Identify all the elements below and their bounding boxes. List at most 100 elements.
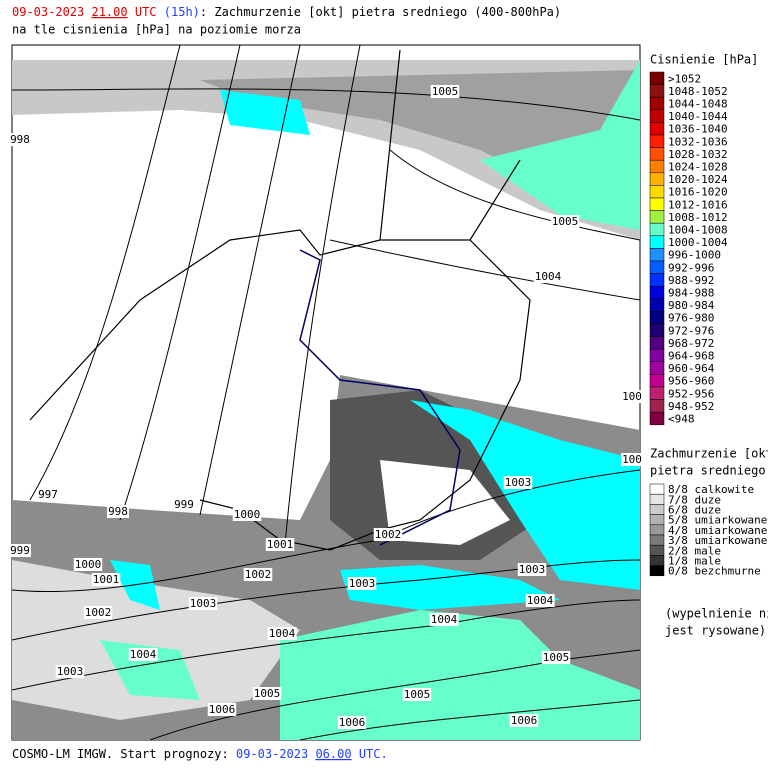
cloud-swatch xyxy=(649,493,665,505)
forecast-date: 09-03-2023 xyxy=(12,5,84,19)
cloud-swatch xyxy=(649,504,665,515)
isobar-label-bg xyxy=(9,544,31,557)
isobar-label: 1003 xyxy=(190,597,217,610)
isobar-label: 1002 xyxy=(375,528,402,541)
cloud-legend-label: 5/8 umiarkowane xyxy=(668,514,767,527)
isobar-label-bg xyxy=(207,703,237,716)
pressure-legend-label: 948-952 xyxy=(668,400,714,413)
pressure-legend-label: 980-984 xyxy=(668,299,715,312)
description: : Zachmurzenie [okt] pietra sredniego (4… xyxy=(200,5,561,19)
pressure-legend-label: 956-960 xyxy=(668,375,714,388)
pressure-swatch xyxy=(649,222,665,237)
isobar-label-bg xyxy=(265,538,295,551)
isobar xyxy=(11,88,641,121)
isobar-label-bg xyxy=(402,688,432,701)
pressure-swatch xyxy=(649,273,665,287)
cloud-area xyxy=(380,460,510,545)
pressure-swatch xyxy=(649,260,665,274)
isobar xyxy=(199,44,301,516)
pressure-swatch xyxy=(649,348,665,363)
isobar-label-bg xyxy=(9,133,31,146)
isobar-label-bg xyxy=(37,488,59,501)
pressure-legend-label: 988-992 xyxy=(668,274,714,287)
isobar-label-bg xyxy=(541,651,571,664)
pressure-swatch xyxy=(649,361,665,375)
isobar-label-bg xyxy=(83,606,113,619)
forecast-zone: UTC xyxy=(135,5,157,19)
pressure-swatch xyxy=(649,210,665,224)
cloud-legend-label: 2/8 male xyxy=(668,544,721,557)
pressure-swatch xyxy=(649,122,665,136)
pressure-legend-label: >1052 xyxy=(668,72,701,85)
isobar-label: 1004 xyxy=(269,627,296,640)
isobar xyxy=(329,239,641,301)
isobar-label-bg xyxy=(337,716,367,729)
pressure-area-1004-1008 xyxy=(480,60,640,230)
isobar-label: 998 xyxy=(108,505,128,518)
header-line2: na tle cisnienia [hPa] na poziomie morza xyxy=(12,23,301,37)
isobar-label: 1000 xyxy=(75,558,102,571)
pressure-legend-label: 1024-1028 xyxy=(668,161,728,174)
isobars xyxy=(11,44,641,741)
isobar-label: 1003 xyxy=(349,577,376,590)
isobar-label: 1001 xyxy=(93,573,120,586)
map: 1005 1005 1004 1003 1002 1000 999 998 997 1001 100… xyxy=(9,44,643,741)
cloud-swatch xyxy=(649,555,665,566)
footer: COSMO-LM IMGW. Start prognozy: 09-03-202… xyxy=(12,747,388,761)
isobar-label: 999 xyxy=(10,544,30,557)
pressure-swatch xyxy=(649,235,665,249)
isobar-label: 1005 xyxy=(254,687,281,700)
isobar-label: 1003 xyxy=(505,476,532,489)
pressure-legend-label: 996-1000 xyxy=(668,249,721,262)
forecast-time: 21.00 xyxy=(91,5,127,19)
isobar-label-bg xyxy=(173,498,195,511)
pressure-legend-label: 1012-1016 xyxy=(668,198,728,211)
lead-time: (15h) xyxy=(164,5,200,19)
isobar-label-bg xyxy=(503,476,533,489)
isobar-label: 1005 xyxy=(543,651,570,664)
isobar-label-bg xyxy=(517,563,547,576)
pressure-legend-label: 972-976 xyxy=(668,324,714,337)
isobar-label: 1001 xyxy=(267,538,294,551)
isobar-label-bg xyxy=(267,627,297,640)
pressure-legend-label: 964-968 xyxy=(668,350,714,363)
pressure-swatch xyxy=(649,323,665,337)
isobar-label: 1006 xyxy=(339,716,366,729)
pressure-swatch xyxy=(649,311,665,325)
isobar-label: 1002 xyxy=(85,606,112,619)
pressure-swatch xyxy=(649,134,665,148)
isobar-label: 1003 xyxy=(519,563,546,576)
pressure-legend-label: 992-996 xyxy=(668,261,714,274)
footer-zone: UTC. xyxy=(359,747,388,761)
pressure-legend-label: 1048-1052 xyxy=(668,85,728,98)
pressure-legend-title: Cisnienie [hPa] xyxy=(650,53,758,67)
pressure-swatch xyxy=(649,248,665,262)
cloud-swatch xyxy=(649,483,665,495)
cloud-legend-note: (wypelnienie nie xyxy=(665,607,768,621)
pressure-swatch xyxy=(649,298,665,312)
isobar-label: 1003 xyxy=(57,665,84,678)
footer-date: 09-03-2023 xyxy=(236,747,308,761)
isobar xyxy=(389,149,641,241)
isobar-label-bg xyxy=(243,568,273,581)
pressure-swatch xyxy=(649,84,665,98)
pressure-legend-label: 1020-1024 xyxy=(668,173,728,186)
pressure-legend-label: 1016-1020 xyxy=(668,186,728,199)
isobar-label-bg xyxy=(73,558,103,571)
isobar-label-bg xyxy=(429,613,459,626)
pressure-area-1004-1008 xyxy=(100,640,200,700)
pressure-legend-label: 1032-1036 xyxy=(668,135,728,148)
cloud-legend-title: Zachmurzenie [okt] xyxy=(650,447,768,461)
isobar-label: 1005 xyxy=(432,85,459,98)
pressure-legend-label: 968-972 xyxy=(668,337,714,350)
isobar-label: 1004 xyxy=(130,648,157,661)
pressure-legend-label: 1028-1032 xyxy=(668,148,728,161)
country-border xyxy=(29,49,521,421)
isobar xyxy=(11,599,641,691)
pressure-swatch xyxy=(649,109,665,123)
pressure-legend-label: 984-988 xyxy=(668,287,714,300)
isobar-label-bg xyxy=(621,390,643,403)
isobar-label-bg xyxy=(91,573,121,586)
pressure-swatch xyxy=(649,71,665,85)
